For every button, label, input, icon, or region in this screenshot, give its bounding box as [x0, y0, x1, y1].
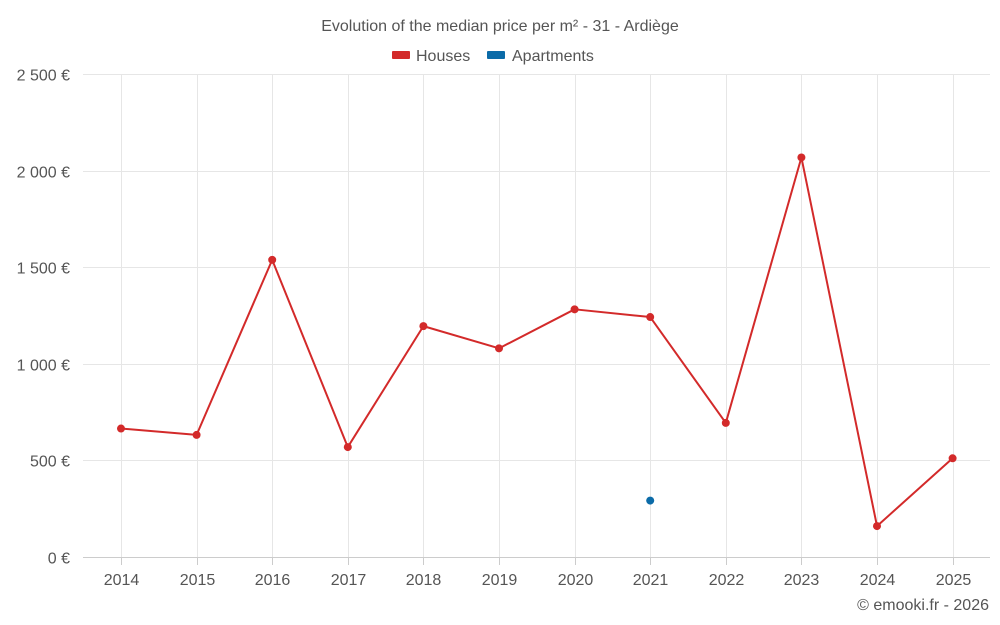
x-axis: 2014 2015 2016 2017 2018 2019 2020 2021 2022 2023…	[104, 557, 972, 589]
y-axis: 0 € 500 € 1 000 € 1 500 € 2 000 € 2 500 €	[17, 68, 70, 568]
houses-point	[268, 255, 277, 264]
chart-title: Evolution of the median price per m² - 3…	[321, 18, 679, 35]
x-tick-label: 2017	[331, 572, 367, 589]
legend-label-apartments: Apartments	[512, 48, 594, 65]
houses-point	[570, 305, 579, 314]
grid	[83, 74, 990, 558]
y-tick-label: 0 €	[48, 551, 70, 568]
houses-point	[721, 418, 730, 427]
x-tick-label: 2018	[406, 572, 442, 589]
houses-point	[797, 153, 806, 162]
series-group	[117, 153, 957, 531]
y-tick-label: 1 500 €	[17, 261, 70, 278]
x-tick-label: 2022	[709, 572, 745, 589]
legend: Houses Apartments	[392, 48, 594, 65]
houses-point	[419, 322, 428, 331]
houses-line	[120, 156, 954, 528]
y-tick-label: 1 000 €	[17, 358, 70, 375]
y-tick-label: 2 500 €	[17, 68, 70, 85]
x-tick-label: 2014	[104, 572, 140, 589]
x-tick-label: 2024	[860, 572, 896, 589]
houses-point	[117, 424, 125, 433]
houses-point	[646, 313, 655, 322]
legend-label-houses: Houses	[416, 48, 470, 65]
x-tick-label: 2023	[784, 572, 820, 589]
houses-point	[495, 344, 503, 353]
houses-point	[192, 430, 201, 439]
y-tick-label: 2 000 €	[17, 165, 70, 182]
houses-point	[948, 454, 957, 463]
x-tick-label: 2020	[558, 572, 594, 589]
houses-point	[873, 522, 881, 531]
x-tick-label: 2021	[633, 572, 669, 589]
x-tick-label: 2019	[482, 572, 518, 589]
legend-swatch-apartments	[487, 51, 505, 59]
x-tick-label: 2015	[180, 572, 216, 589]
copyright-footer: © emooki.fr - 2026	[857, 597, 989, 614]
y-tick-label: 500 €	[30, 454, 70, 471]
legend-swatch-houses	[392, 51, 410, 59]
apartments-point	[646, 496, 655, 505]
houses-point	[343, 443, 352, 452]
x-tick-label: 2025	[936, 572, 972, 589]
x-tick-label: 2016	[255, 572, 291, 589]
